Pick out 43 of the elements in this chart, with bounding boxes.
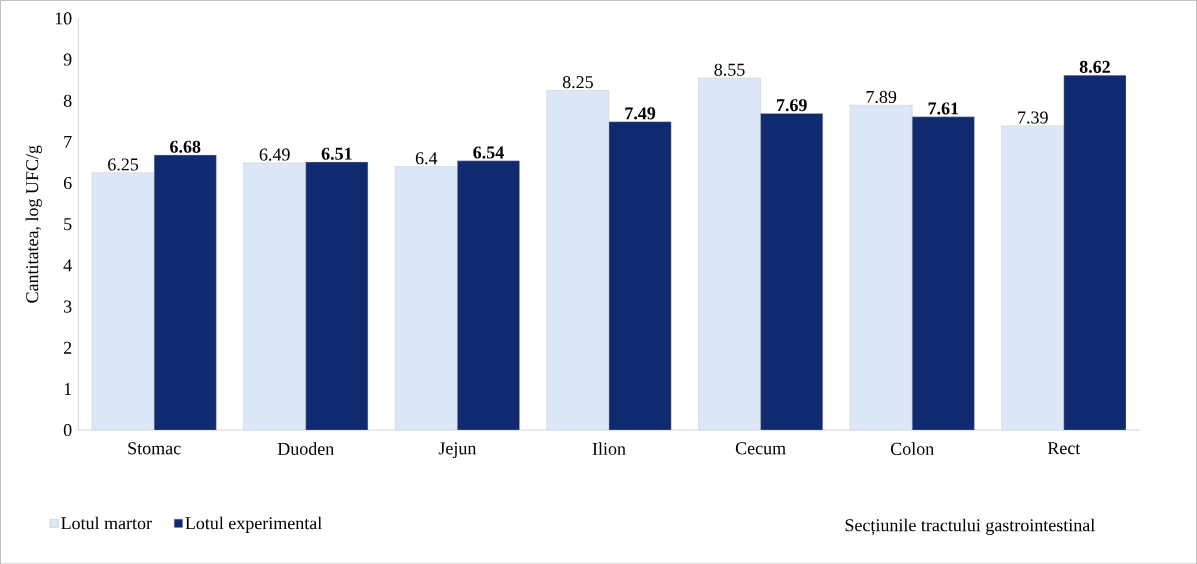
x-tick-label: Ilion: [592, 442, 626, 455]
x-tick-label: Cecum: [735, 442, 786, 455]
data-label: 7.39: [1018, 111, 1048, 124]
y-tick-label: 0: [63, 423, 72, 436]
data-label: 6.51: [321, 147, 352, 160]
x-tick-label: Colon: [890, 442, 934, 455]
bar: [546, 90, 610, 430]
y-tick-label: 4: [63, 259, 72, 272]
data-label: 8.62: [1079, 60, 1110, 73]
y-tick-label: 3: [64, 300, 72, 313]
bar: [1001, 125, 1065, 430]
y-tick-label: 8: [63, 94, 72, 107]
data-label: 6.54: [473, 146, 504, 159]
data-label: 6.4: [415, 152, 438, 165]
bar: [91, 172, 155, 430]
y-tick-label: 1: [64, 382, 72, 395]
data-label: 7.89: [866, 90, 897, 103]
data-label: 6.49: [259, 148, 290, 161]
y-tick-label: 7: [64, 135, 72, 148]
x-tick-label: Rect: [1047, 442, 1081, 455]
data-label: 8.55: [714, 63, 745, 76]
x-tick-label: Jejun: [438, 442, 477, 458]
data-label: 7.61: [928, 102, 959, 115]
y-tick-label: 10: [55, 12, 72, 25]
x-axis-title: Secțiunile tractului gastrointestinal: [845, 518, 1095, 535]
data-label: 7.69: [776, 98, 807, 112]
y-axis-title: Cantitatea, log UFC/g: [25, 145, 42, 303]
data-label: 6.25: [108, 158, 139, 171]
y-tick-label: 2: [63, 341, 72, 354]
data-label: 7.49: [625, 107, 656, 120]
y-tick-label: 5: [64, 218, 72, 231]
bar: [698, 77, 761, 430]
x-tick-label: Duoden: [277, 442, 334, 455]
legend-label: Lotul experimental: [185, 516, 322, 533]
data-label: 6.68: [170, 140, 201, 153]
y-tick-label: 6: [63, 176, 72, 189]
bar: [395, 166, 458, 430]
legend-label: Lotul martor: [61, 516, 152, 530]
bar: [243, 162, 306, 430]
y-tick-label: 9: [63, 53, 72, 66]
x-tick-label: Stomac: [128, 442, 181, 455]
data-label: 8.25: [562, 75, 593, 89]
bar: [849, 104, 913, 430]
